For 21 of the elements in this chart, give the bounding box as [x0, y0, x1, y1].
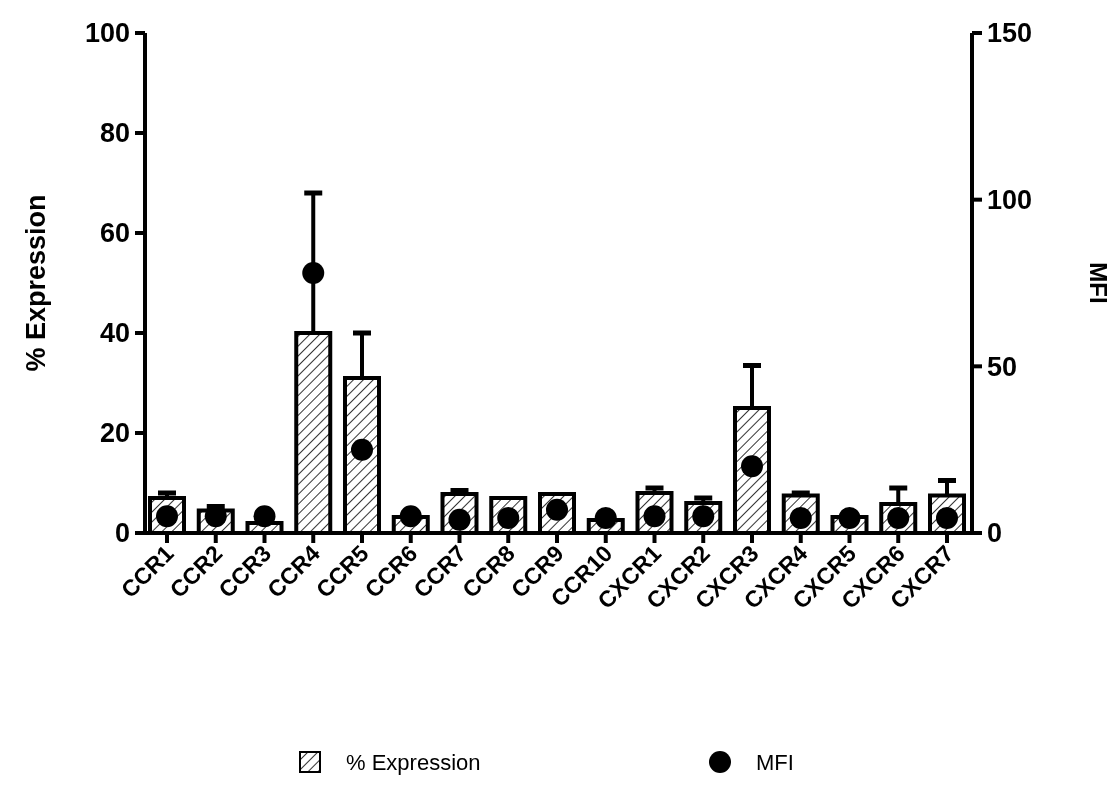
point [351, 438, 373, 461]
point [838, 507, 861, 529]
y-axis-title: % Expression [21, 194, 51, 372]
legend-label: % Expression [346, 749, 481, 775]
y-tick-label: 60 [99, 218, 130, 249]
y2-axis-title: MFI [1085, 262, 1112, 304]
y-tick-label: 0 [114, 518, 130, 549]
y2-tick-label: 150 [987, 18, 1033, 49]
legend-label: MFI [756, 749, 794, 775]
y-tick-label: 100 [84, 18, 130, 49]
y2-tick-label: 100 [987, 185, 1033, 216]
y2-tick-label: 50 [987, 351, 1018, 382]
y-tick-label: 40 [99, 318, 130, 349]
y-tick-label: 20 [99, 418, 130, 449]
point [399, 505, 422, 528]
point [741, 455, 763, 478]
y-tick-label: 80 [99, 118, 130, 149]
y2-tick-label: 0 [987, 518, 1003, 549]
point [253, 505, 276, 528]
point [594, 507, 617, 529]
point [302, 262, 325, 284]
